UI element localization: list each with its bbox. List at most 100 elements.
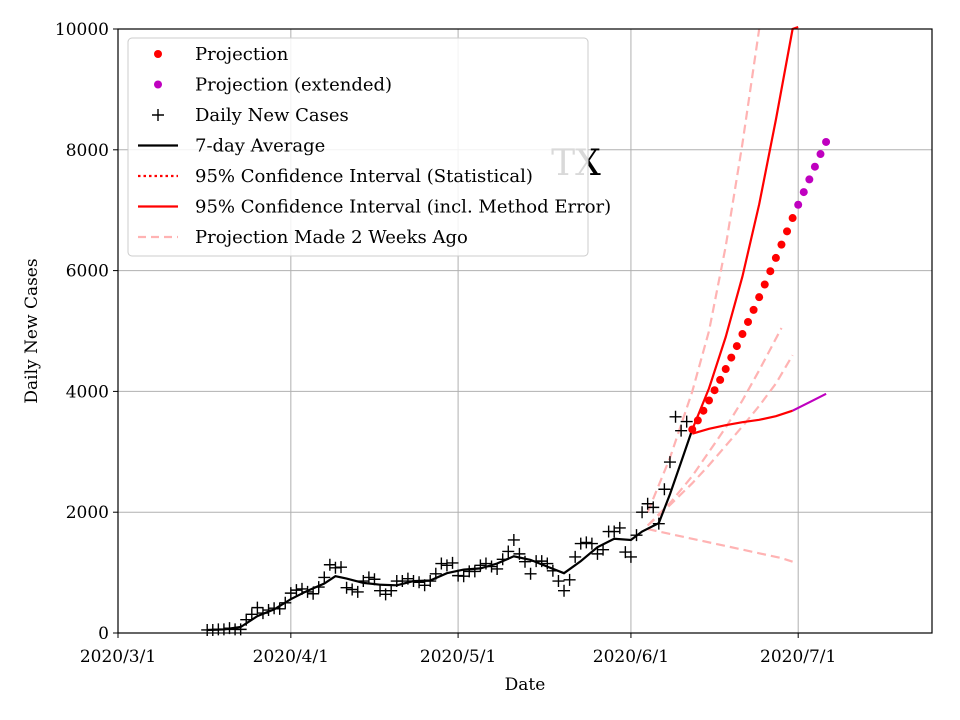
daily-case-marker	[401, 572, 414, 585]
daily-case-marker	[351, 585, 364, 598]
daily-case-marker	[613, 521, 626, 534]
daily-case-marker	[513, 547, 526, 560]
daily-case-marker	[251, 601, 264, 614]
projection-dot	[788, 214, 797, 223]
daily-case-marker	[658, 483, 671, 496]
projection-dot	[721, 365, 730, 374]
daily-case-marker	[424, 575, 437, 588]
projection-dot	[755, 293, 764, 302]
projection-dot	[699, 406, 708, 415]
daily-case-marker	[675, 424, 688, 437]
projection-dot	[688, 425, 697, 434]
daily-case-marker	[485, 560, 498, 573]
daily-case-marker	[585, 537, 598, 550]
axis-ticks: 2020/3/1 2020/4/1 2020/5/1 2020/6/1 2020/7/1…	[55, 20, 836, 667]
daily-case-marker	[563, 573, 576, 586]
daily-case-marker	[468, 565, 481, 578]
daily-case-marker	[435, 557, 448, 570]
daily-case-marker	[290, 584, 303, 597]
x-tick-label: 2020/5/1	[420, 647, 496, 667]
daily-case-marker	[479, 557, 492, 570]
daily-case-marker	[580, 536, 593, 549]
daily-case-marker	[323, 558, 336, 571]
legend-label: Projection (extended)	[195, 75, 392, 96]
legend-label: 7-day Average	[195, 136, 325, 157]
daily-case-marker	[279, 596, 292, 609]
ci-upper-line	[691, 25, 799, 430]
daily-case-marker	[569, 550, 582, 563]
daily-case-marker	[546, 564, 559, 577]
daily-new-cases-markers	[201, 410, 693, 636]
y-tick-label: 4000	[66, 382, 109, 402]
projection-extended-dot	[799, 188, 808, 197]
y-axis-label: Daily New Cases	[22, 258, 42, 403]
projection-dot	[777, 240, 786, 249]
projection-dot	[727, 353, 736, 362]
daily-case-marker	[301, 585, 314, 598]
projection-extended-dot	[794, 200, 803, 209]
daily-case-marker	[340, 581, 353, 594]
daily-case-marker	[502, 545, 515, 558]
daily-case-marker	[663, 456, 676, 469]
daily-case-marker	[680, 415, 693, 428]
legend-swatch-plus	[152, 109, 164, 121]
projection-markers	[688, 137, 831, 434]
daily-case-marker	[507, 533, 520, 546]
old-projection-line	[646, 327, 783, 527]
y-tick-label: 8000	[66, 141, 109, 161]
daily-case-marker	[273, 602, 286, 615]
daily-case-marker	[457, 570, 470, 583]
daily-case-marker	[446, 556, 459, 569]
ci-lower-line	[691, 409, 793, 435]
daily-case-marker	[256, 607, 269, 620]
projection-dot	[760, 280, 769, 289]
projection-dot	[766, 267, 775, 276]
legend: Projection Projection (extended) Daily New…	[127, 37, 611, 257]
projection-dot	[771, 253, 780, 262]
daily-case-marker	[619, 546, 632, 559]
daily-case-marker	[335, 561, 348, 574]
daily-case-marker	[496, 553, 509, 566]
projection-dot	[716, 375, 725, 384]
legend-label: Projection Made 2 Weeks Ago	[195, 227, 468, 248]
daily-case-marker	[368, 573, 381, 586]
legend-swatch-dot	[154, 50, 162, 58]
daily-case-marker	[440, 559, 453, 572]
y-tick-label: 10000	[55, 20, 109, 40]
projection-dot	[732, 342, 741, 351]
projection-dot	[704, 396, 713, 405]
daily-case-marker	[223, 622, 236, 635]
x-axis-label: Date	[505, 675, 546, 695]
projection-dot	[738, 330, 747, 339]
projection-extended-dot	[816, 150, 825, 159]
daily-case-marker	[535, 555, 548, 568]
legend-swatch-dot	[154, 80, 162, 89]
projection-extended-dot	[805, 175, 814, 184]
projection-dot	[783, 227, 792, 236]
old-projection-line	[647, 528, 793, 563]
daily-case-marker	[407, 575, 420, 588]
legend-label: 95% Confidence Interval (Statistical)	[195, 166, 533, 187]
projection-dot	[749, 305, 758, 314]
daily-case-marker	[474, 559, 487, 572]
daily-case-marker	[385, 584, 398, 597]
daily-case-marker	[647, 501, 660, 514]
daily-case-marker	[396, 575, 409, 588]
legend-label: Projection	[195, 44, 289, 65]
daily-case-marker	[318, 571, 331, 584]
projection-dot	[710, 386, 719, 395]
daily-case-marker	[413, 576, 426, 589]
daily-case-marker	[362, 571, 375, 584]
average-line	[207, 429, 694, 632]
y-tick-label: 2000	[66, 503, 109, 523]
daily-case-marker	[636, 506, 649, 519]
daily-case-marker	[284, 587, 297, 600]
ci-lower-extended-line	[792, 392, 827, 412]
daily-case-marker	[295, 582, 308, 595]
daily-case-marker	[574, 537, 587, 550]
daily-case-marker	[541, 557, 554, 570]
projection-dot	[693, 416, 702, 425]
projection-dot	[744, 317, 753, 326]
projection-extended-dot	[810, 162, 819, 171]
